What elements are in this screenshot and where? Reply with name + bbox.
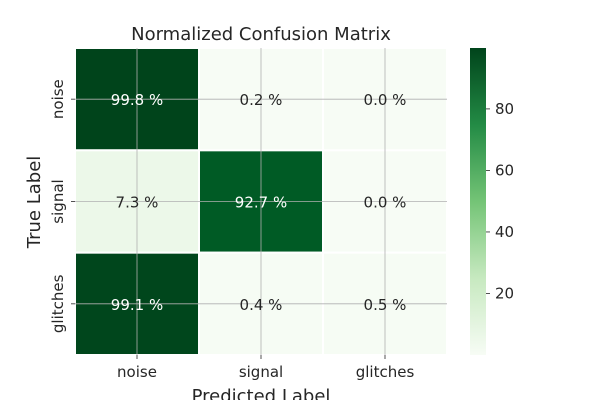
colorbar-ticks: 20 40 60 80 — [486, 100, 514, 302]
y-tick-labels: noise signal glitches — [49, 79, 75, 333]
chart-title: Normalized Confusion Matrix — [131, 24, 391, 45]
cell-value-label: 99.1 % — [111, 296, 163, 314]
x-tick-label: signal — [239, 363, 283, 381]
cell-value-label: 0.0 % — [364, 91, 407, 109]
cell-labels: 99.8 % 0.2 % 0.0 % 7.3 % 92.7 % 0.0 % 99.1 % 0.… — [111, 91, 407, 314]
x-tick-label: glitches — [356, 363, 415, 381]
colorbar-tick-label: 80 — [495, 100, 514, 118]
x-tick-label: noise — [117, 363, 157, 381]
cell-value-label: 99.8 % — [111, 91, 163, 109]
cell-value-label: 0.4 % — [240, 296, 283, 314]
x-tick-labels: noise signal glitches — [117, 355, 414, 381]
y-axis-label: True Label — [24, 156, 45, 250]
cell-value-label: 0.0 % — [364, 194, 407, 212]
y-tick-label: signal — [49, 179, 67, 223]
grid-lines — [75, 48, 447, 355]
cell-value-label: 0.5 % — [364, 296, 407, 314]
y-tick-label: glitches — [49, 274, 67, 333]
colorbar — [470, 48, 486, 355]
x-axis-label: Predicted Label — [192, 386, 331, 400]
y-tick-label: noise — [49, 79, 67, 119]
cell-value-label: 0.2 % — [240, 91, 283, 109]
colorbar-tick-label: 60 — [495, 161, 514, 179]
cell-value-label: 92.7 % — [235, 194, 287, 212]
cell-value-label: 7.3 % — [116, 194, 159, 212]
colorbar-tick-label: 20 — [495, 284, 514, 302]
colorbar-tick-label: 40 — [495, 223, 514, 241]
